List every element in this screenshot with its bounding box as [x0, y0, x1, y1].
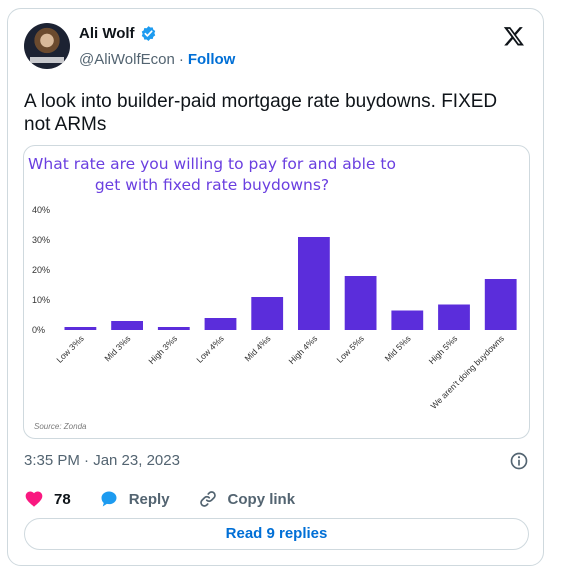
bar [344, 276, 377, 330]
copy-link-label: Copy link [227, 490, 296, 508]
bar [64, 327, 97, 330]
tweet-card: Ali Wolf @AliWolfEcon · Follow A look in… [7, 8, 544, 566]
read-replies-button[interactable]: Read 9 replies [24, 518, 529, 550]
author-name[interactable]: Ali Wolf [79, 25, 135, 42]
y-tick-label: 40% [32, 205, 50, 215]
link-icon [199, 491, 216, 507]
info-icon[interactable] [509, 451, 529, 471]
reply-label: Reply [128, 490, 170, 508]
bar [204, 318, 237, 330]
x-tick-label: Mid 3%s [102, 333, 132, 363]
like-count: 78 [54, 490, 71, 508]
y-tick-label: 30% [32, 235, 50, 245]
bar [484, 279, 517, 330]
tweet-text: A look into builder-paid mortgage rate b… [24, 91, 498, 135]
chart-title-line-2: get with fixed rate buydowns? [95, 176, 329, 194]
x-tick-label: Low 3%s [54, 333, 85, 364]
bar [438, 304, 470, 330]
speech-bubble-icon [101, 491, 117, 507]
chart-title-line-1: What rate are you willing to pay for and… [28, 155, 396, 173]
x-tick-label: High 4%s [286, 333, 319, 366]
action-bar: 78 Reply Copy link [24, 489, 323, 509]
bar [298, 237, 330, 330]
verified-badge-icon [141, 26, 155, 41]
copy-link-button[interactable]: Copy link [198, 489, 296, 509]
reply-button[interactable]: Reply [99, 489, 170, 509]
y-tick-label: 20% [32, 265, 50, 275]
x-tick-label: Low 5%s [334, 333, 365, 364]
tweet-timestamp[interactable]: 3:35 PM · Jan 23, 2023 [24, 452, 180, 469]
y-tick-label: 10% [32, 295, 50, 305]
x-tick-label: Mid 4%s [242, 333, 272, 363]
x-logo-icon[interactable] [503, 25, 525, 47]
bar [391, 310, 424, 330]
bar [157, 327, 190, 330]
x-tick-label: Low 4%s [194, 333, 225, 364]
x-tick-label: High 5%s [427, 333, 460, 366]
author-name-row: Ali Wolf [79, 25, 157, 42]
separator-dot: · [178, 51, 184, 68]
bar [251, 297, 284, 330]
chart-image[interactable]: What rate are you willing to pay for and… [23, 145, 530, 439]
follow-button[interactable]: Follow [187, 51, 236, 68]
bar [111, 321, 143, 330]
like-button[interactable]: 78 [24, 489, 71, 509]
bar-chart: What rate are you willing to pay for and… [28, 155, 517, 431]
x-tick-label: High 3%s [146, 333, 179, 366]
heart-icon [25, 491, 43, 507]
chart-source: Source: Zonda [34, 422, 87, 431]
x-tick-label: Mid 5%s [383, 333, 413, 363]
author-handle[interactable]: @AliWolfEcon [79, 51, 175, 68]
avatar[interactable] [24, 23, 70, 69]
handle-row: @AliWolfEcon · Follow [79, 51, 235, 68]
y-tick-label: 0% [32, 325, 45, 335]
